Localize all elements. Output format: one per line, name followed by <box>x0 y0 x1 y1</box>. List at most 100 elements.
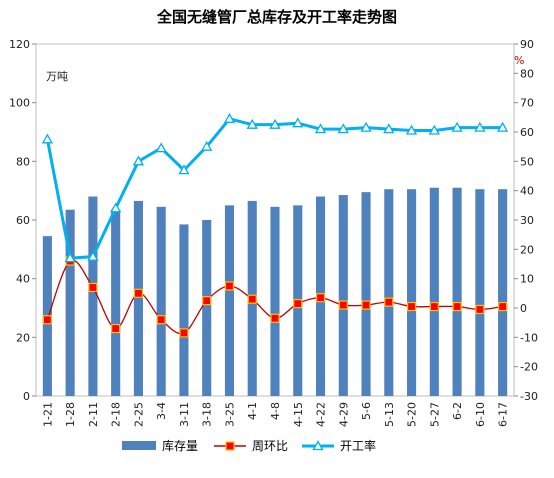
bar-inventory <box>202 220 212 396</box>
bar-inventory <box>407 189 417 396</box>
operating-rate-marker <box>405 124 418 135</box>
wow-change-marker <box>202 296 212 306</box>
right-tick-label: 90 <box>520 38 534 51</box>
x-tick-label: 6-10 <box>474 402 487 427</box>
bar-inventory <box>429 187 439 396</box>
left-tick-label: 40 <box>16 273 30 286</box>
right-tick-label: 30 <box>520 214 534 227</box>
x-tick-label: 1-21 <box>41 402 54 427</box>
bar-inventory <box>156 206 166 396</box>
right-axis-unit: % <box>514 54 524 67</box>
x-tick-label: 4-22 <box>315 402 328 427</box>
x-tick-label: 2-18 <box>110 402 123 427</box>
right-tick-label: 70 <box>520 97 534 110</box>
wow-change-marker <box>133 288 144 298</box>
operating-rate-marker <box>201 140 213 151</box>
bar-inventory <box>361 192 371 396</box>
left-tick-label: 0 <box>23 390 30 403</box>
operating-rate-marker <box>314 123 327 134</box>
operating-rate-marker <box>155 142 167 153</box>
x-tick-label: 3-25 <box>223 402 236 427</box>
x-tick-label: 1-28 <box>64 402 77 427</box>
left-tick-label: 20 <box>16 331 30 344</box>
right-tick-label: 10 <box>520 273 534 286</box>
bar-inventory <box>111 209 121 396</box>
x-tick-label: 6-17 <box>497 402 510 427</box>
right-tick-label: 50 <box>520 155 534 168</box>
right-tick-label: 60 <box>520 126 534 139</box>
operating-rate-marker <box>41 133 53 144</box>
bar-inventory <box>179 224 189 396</box>
operating-rate-marker <box>292 117 304 128</box>
wow-change-marker <box>406 301 417 312</box>
wow-change-marker <box>270 313 280 323</box>
legend-label-wow: 周环比 <box>252 439 288 453</box>
x-tick-label: 4-8 <box>269 402 282 420</box>
operating-rate-marker <box>337 123 349 134</box>
right-tick-label: -20 <box>520 361 538 374</box>
wow-change-marker <box>384 297 394 307</box>
wow-change-marker <box>452 301 462 312</box>
operating-rate-marker <box>269 118 281 129</box>
x-tick-label: 5-27 <box>428 402 441 427</box>
operating-rate-marker <box>428 124 440 135</box>
operating-rate-marker <box>64 252 76 263</box>
wow-change-marker <box>361 300 371 310</box>
wow-change-marker <box>429 301 439 312</box>
bar-inventory <box>498 189 508 396</box>
operating-rate-marker <box>110 202 122 213</box>
legend-marker-wow <box>225 441 235 451</box>
x-tick-label: 6-2 <box>451 402 464 420</box>
left-tick-label: 60 <box>16 214 30 227</box>
wow-change-marker <box>475 304 485 315</box>
operating-rate-marker <box>223 112 236 123</box>
x-tick-label: 2-11 <box>87 402 100 427</box>
wow-change-marker <box>224 281 235 291</box>
operating-rate-marker <box>132 155 145 166</box>
wow-change-marker <box>88 282 98 293</box>
wow-change-marker <box>156 315 166 325</box>
bar-inventory <box>133 200 143 396</box>
wow-change-marker <box>315 293 326 303</box>
bar-inventory <box>88 196 98 396</box>
legend-marker-operating-rate <box>312 440 324 451</box>
right-tick-label: -10 <box>520 331 538 344</box>
right-tick-label: 40 <box>520 185 534 198</box>
wow-change-marker <box>498 301 508 312</box>
operating-rate-marker <box>451 121 463 132</box>
x-tick-label: 4-29 <box>337 402 350 427</box>
chart-title: 全国无缝管厂总库存及开工率走势图 <box>156 8 397 26</box>
x-tick-label: 5-6 <box>360 402 373 420</box>
operating-rate-marker <box>474 121 486 132</box>
bar-inventory <box>224 205 235 396</box>
legend-label-operating-rate: 开工率 <box>340 438 376 453</box>
left-tick-label: 100 <box>9 97 30 110</box>
wow-change-marker <box>247 294 257 304</box>
operating-rate-marker <box>246 118 258 129</box>
x-tick-label: 4-1 <box>246 402 259 420</box>
wow-change-marker <box>111 323 121 334</box>
x-tick-label: 5-13 <box>383 402 396 427</box>
wow-change-marker <box>179 328 189 338</box>
operating-rate-marker <box>383 123 395 134</box>
left-tick-label: 80 <box>16 155 30 168</box>
x-tick-label: 3-4 <box>155 402 168 420</box>
right-tick-label: 0 <box>520 302 527 315</box>
right-tick-label: 80 <box>520 67 534 80</box>
x-tick-label: 3-18 <box>201 402 214 427</box>
left-tick-label: 120 <box>9 38 30 51</box>
operating-rate-marker <box>497 121 509 132</box>
bar-inventory <box>384 189 394 396</box>
wow-change-marker <box>338 300 348 310</box>
x-tick-label: 4-15 <box>292 402 305 427</box>
x-tick-label: 2-25 <box>132 402 145 427</box>
operating-rate-marker <box>178 164 190 175</box>
x-tick-label: 3-11 <box>178 402 191 427</box>
operating-rate-marker <box>360 121 372 132</box>
legend-swatch-inventory <box>122 441 156 450</box>
x-tick-label: 5-20 <box>406 402 419 427</box>
legend-label-inventory: 库存量 <box>162 438 198 453</box>
bar-inventory <box>65 209 75 396</box>
